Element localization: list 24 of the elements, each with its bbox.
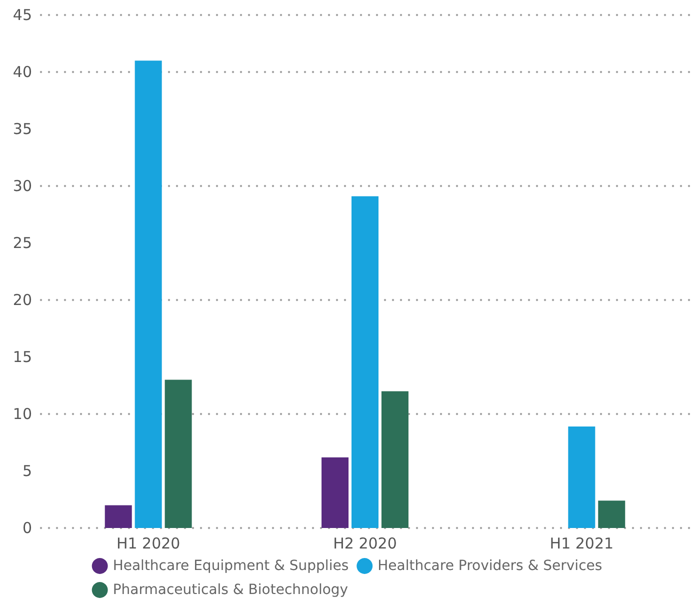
y-tick-label: 25 — [12, 234, 32, 252]
legend-label: Healthcare Equipment & Supplies — [112, 558, 349, 574]
y-tick-label: 10 — [12, 405, 32, 423]
bar — [134, 60, 162, 528]
bar — [104, 505, 132, 528]
y-tick-label: 20 — [12, 291, 32, 309]
x-tick-label: H1 2020 — [116, 534, 180, 552]
legend-label: Pharmaceuticals & Biotechnology — [112, 582, 348, 598]
y-tick-label: 45 — [12, 6, 32, 24]
y-tick-label: 35 — [12, 120, 32, 138]
x-tick-label: H1 2021 — [550, 534, 614, 552]
x-tick-label: H2 2020 — [333, 534, 397, 552]
y-tick-label: 40 — [12, 63, 32, 81]
bar — [322, 457, 349, 528]
bar — [598, 500, 626, 528]
y-tick-label: 0 — [22, 519, 32, 537]
y-tick-label: 15 — [12, 348, 32, 366]
legend-label: Healthcare Providers & Services — [378, 558, 602, 574]
bar — [568, 426, 596, 528]
y-tick-label: 5 — [22, 462, 32, 480]
y-tick-label: 30 — [12, 177, 32, 195]
bar — [381, 391, 408, 528]
bar — [352, 196, 378, 528]
bar — [164, 380, 192, 528]
